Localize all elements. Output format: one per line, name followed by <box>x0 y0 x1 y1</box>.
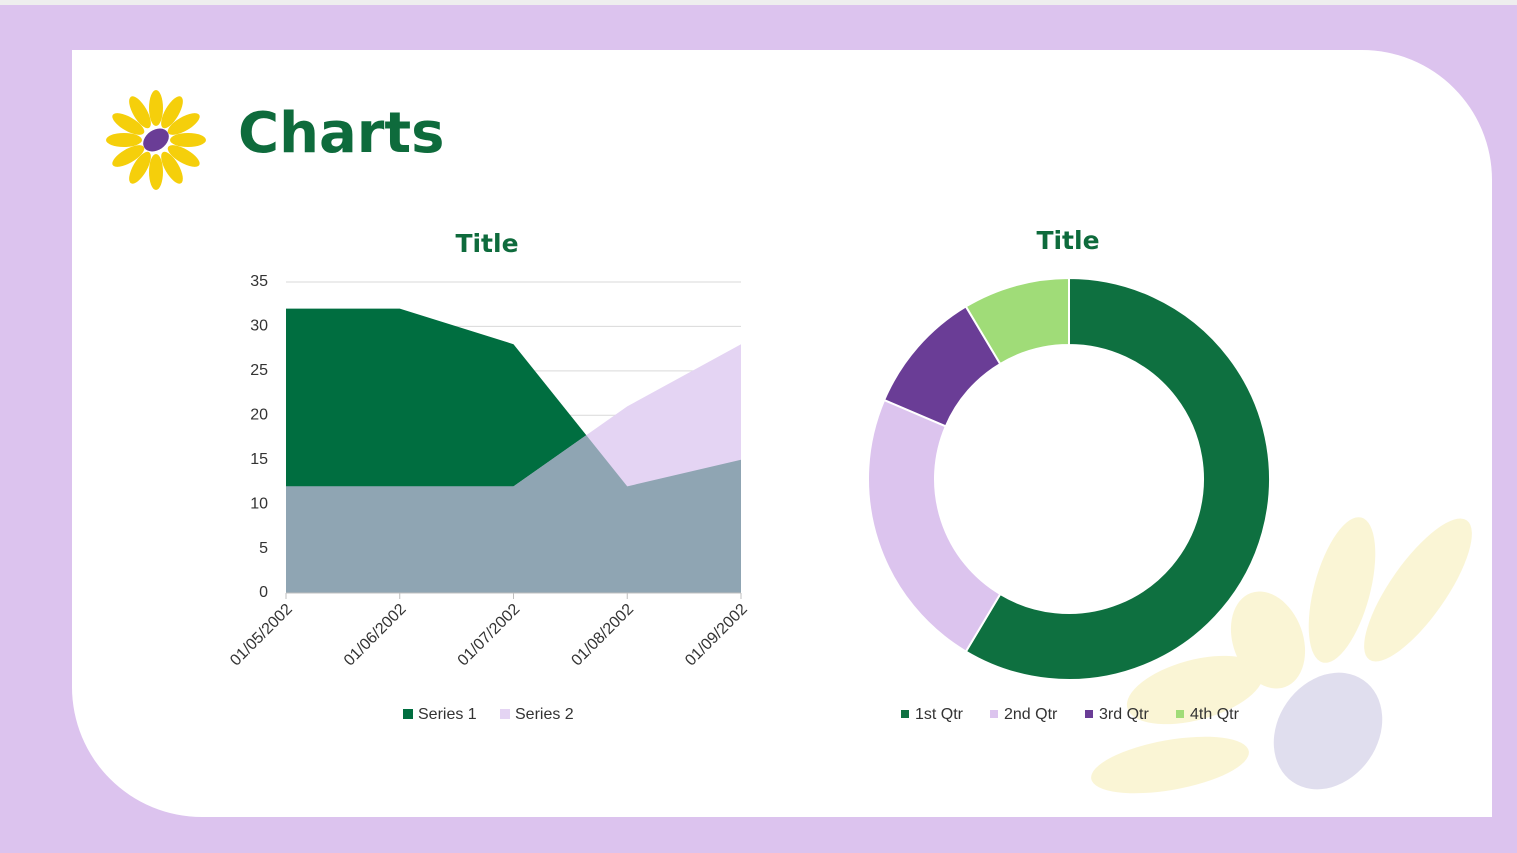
legend-swatch <box>403 709 413 719</box>
chart-title: Title <box>1036 226 1099 255</box>
legend-swatch <box>1176 710 1184 718</box>
legend-label: 3rd Qtr <box>1099 706 1149 723</box>
y-tick-label: 20 <box>250 407 268 424</box>
legend-swatch <box>500 709 510 719</box>
slide-title: Charts <box>238 101 444 166</box>
legend-swatch <box>901 710 909 718</box>
y-tick-label: 25 <box>250 362 268 379</box>
legend-swatch <box>1085 710 1093 718</box>
y-tick-label: 10 <box>250 495 268 512</box>
y-tick-label: 35 <box>250 273 268 290</box>
y-tick-label: 15 <box>250 451 268 468</box>
y-tick-label: 30 <box>250 318 268 335</box>
legend-label: Series 2 <box>515 706 574 723</box>
top-edge <box>0 0 1517 5</box>
legend-label: 4th Qtr <box>1190 706 1240 723</box>
legend-swatch <box>990 710 998 718</box>
legend-label: 1st Qtr <box>915 706 964 723</box>
y-tick-label: 5 <box>259 540 268 557</box>
legend-label: 2nd Qtr <box>1004 706 1058 723</box>
chart-title: Title <box>455 229 518 258</box>
legend-label: Series 1 <box>418 706 477 723</box>
slide: Charts Title0510152025303501/05/200201/0… <box>0 0 1517 853</box>
y-tick-label: 0 <box>259 584 268 601</box>
